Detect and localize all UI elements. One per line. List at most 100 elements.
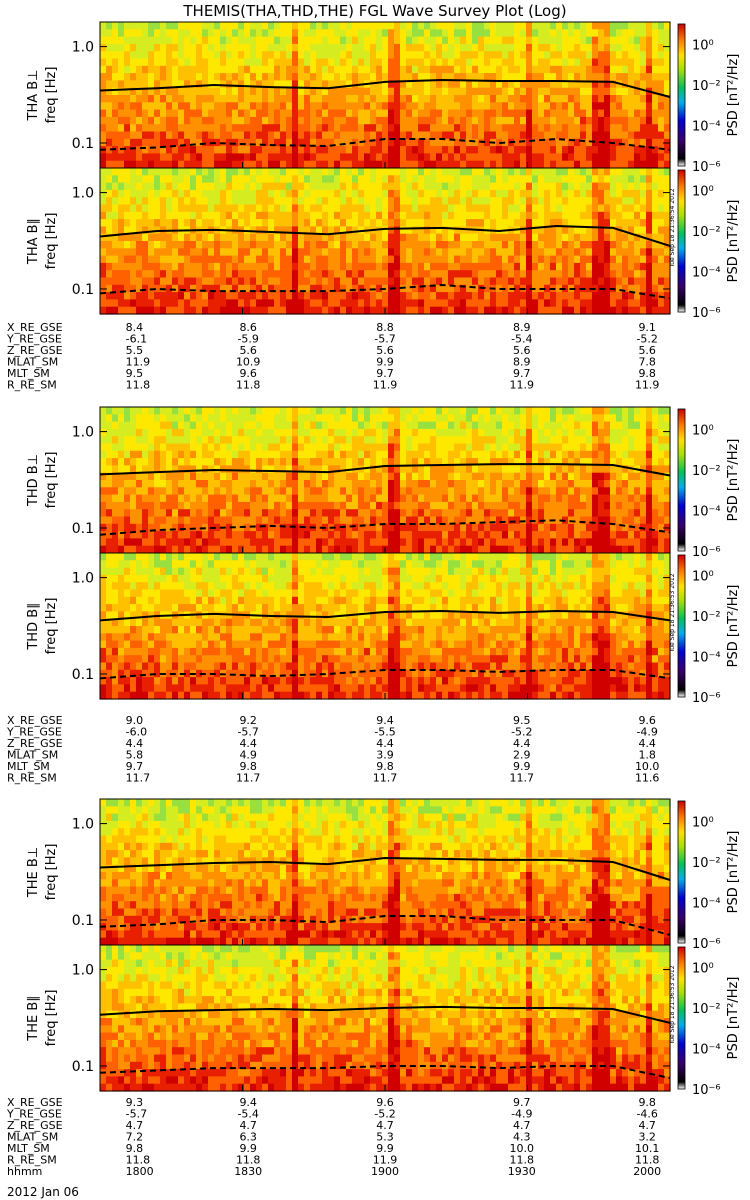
ephemeris-value: 10.1 [635,1142,660,1155]
timestamp-stamp: Tue Sep 18 21:36:53 2012 [669,573,676,653]
date-label: 2012 Jan 06 [7,1185,79,1199]
ephemeris-value: 4.7 [126,1119,143,1132]
ephemeris-value: 9.8 [126,1142,143,1155]
ephemeris-value: 4.4 [239,737,257,750]
ephemeris-value: 5.6 [513,344,531,357]
spectrogram-texture [100,553,671,700]
ephemeris-value: 8.9 [513,321,531,334]
ephemeris-value: 10.9 [236,356,261,369]
panel-label: THA B∥ [26,218,41,265]
dashed-power-line [99,283,671,300]
ephemeris-value: 8.8 [376,321,394,334]
y-tick-label: 0.1 [72,521,94,537]
colorbar-tick-label: 10⁻⁶ [692,545,721,560]
ephemeris-value: 11.6 [635,772,660,785]
ephemeris-value: 11.9 [373,379,398,392]
ephemeris-value: 9.8 [239,760,257,773]
colorbar-tick-label: 10⁻⁶ [692,1083,721,1098]
ephemeris-row-label: R_RE_SM [7,379,57,392]
ephemeris-value: 4.4 [376,737,394,750]
ephemeris-value: -6.0 [126,726,147,739]
ephemeris-value: 9.8 [638,367,656,380]
y-tick-label: 1.0 [72,186,94,202]
ephemeris-row-label: R_RE_SM [7,772,57,785]
spectrogram-panel: 1.0 0.1 THE B∥ freq [Hz] 10⁰ 10⁻² 10⁻⁴ 10⁻⁶ PSD … [26,944,741,1098]
ephemeris-value: 5.5 [126,344,143,357]
ephemeris-row-label: MLAT_SM [7,749,58,762]
colorbar-tick-label: 10⁻² [692,610,721,625]
solid-power-line [99,224,671,247]
spectrogram-panel: 1.0 0.1 THE B⊥ freq [Hz] 10⁰ 10⁻² 10⁻⁴ 10⁻⁶ PSD … [26,798,741,952]
ephemeris-value: 9.7 [513,1096,531,1109]
colorbar-tick-label: 10⁻² [692,1002,721,1017]
panel-label: THD B∥ [26,602,41,650]
colorbar-tick-label: 10⁻⁶ [692,937,721,952]
ephemeris-value: -5.5 [374,726,395,739]
ephemeris-value: -4.6 [636,1108,657,1121]
ephemeris-value: -5.7 [374,333,395,346]
dashed-power-line [99,1065,671,1079]
ephemeris-value: -5.2 [636,333,657,346]
ephemeris-value: 9.9 [239,1142,257,1155]
ephemeris-value: 11.9 [510,379,535,392]
solid-power-line [99,78,671,98]
ephemeris-value: 9.0 [126,714,143,727]
panel-label: THE B⊥ [26,847,41,898]
ephemeris-value: 11.8 [236,379,261,392]
colorbar-tick-label: 10⁰ [692,569,714,584]
ephemeris-value: 8.4 [126,321,143,334]
spectrogram-panel: 1.0 0.1 THD B∥ freq [Hz] 10⁰ 10⁻² 10⁻⁴ 10⁻⁶ PSD … [26,552,741,706]
y-tick-label: 1.0 [72,425,94,441]
ephemeris-value: 4.3 [513,1131,531,1144]
ephemeris-value: -4.9 [511,1108,532,1121]
ephemeris-value: 4.7 [376,1119,394,1132]
ephemeris-value: 4.7 [239,1119,257,1132]
ephemeris-row-label: X_RE_GSE [7,714,63,727]
ephemeris-tables: X_RE_GSEY_RE_GSEZ_RE_GSEMLAT_SMMLT_SMR_R… [6,321,661,1178]
ephemeris-value: -5.7 [126,1108,147,1121]
y-tick-label: 0.1 [72,1059,94,1075]
ephemeris-value: 8.9 [513,356,531,369]
ephemeris-value: -5.2 [511,726,532,739]
colorbar-tick-label: 10⁻⁴ [692,650,721,665]
ephemeris-value: 9.4 [239,1096,257,1109]
ephemeris-value: 11.9 [126,356,150,369]
ephemeris-value: 9.6 [376,1096,394,1109]
ephemeris-value: 11.9 [373,1154,398,1167]
ephemeris-row-label: MLAT_SM [7,1131,58,1144]
colorbar: 10⁰ 10⁻² 10⁻⁴ 10⁻⁶ PSD [nT²/Hz] [677,23,741,175]
ephemeris-value: 1.8 [638,749,656,762]
solid-power-line [99,1005,671,1024]
freq-axis-label: freq [Hz] [44,67,59,124]
colorbar-tick-label: 10⁻⁶ [692,691,721,706]
colorbar: 10⁰ 10⁻² 10⁻⁴ 10⁻⁶ PSD [nT²/Hz] [677,408,741,560]
panel-label: THD B⊥ [26,454,41,507]
ephemeris-value: 9.1 [638,321,656,334]
y-tick-label: 0.1 [72,136,94,152]
ephemeris-value: 4.7 [513,1119,531,1132]
ephemeris-value: 9.7 [376,367,394,380]
colorbar-label: PSD [nT²/Hz] [726,585,741,668]
ephemeris-value: 8.6 [239,321,257,334]
ephemeris-value: 11.7 [126,772,150,785]
ephemeris-value: 5.3 [376,1131,394,1144]
spectrogram-texture [100,799,671,946]
y-tick-label: 1.0 [72,817,94,833]
ephemeris-value: 11.8 [510,1154,535,1167]
colorbar-tick-label: 10⁻² [692,856,721,871]
ephemeris-value: 1900 [371,1165,399,1178]
ephemeris-value: 11.7 [373,772,398,785]
ephemeris-value: 3.2 [638,1131,656,1144]
ephemeris-value: 9.9 [376,1142,394,1155]
dashed-power-line [99,915,671,936]
colorbar-tick-label: 10⁻² [692,225,721,240]
colorbar: 10⁰ 10⁻² 10⁻⁴ 10⁻⁶ PSD [nT²/Hz] Tue Sep 18 21… [669,946,741,1098]
ephemeris-row-label: MLAT_SM [7,356,58,369]
ephemeris-value: 11.7 [236,772,261,785]
ephemeris-value: 1800 [126,1165,154,1178]
colorbar-tick-label: 10⁰ [692,961,714,976]
y-tick-label: 1.0 [72,40,94,56]
ephemeris-row-label: Y_RE_GSE [6,333,62,346]
ephemeris-value: 9.2 [239,714,257,727]
